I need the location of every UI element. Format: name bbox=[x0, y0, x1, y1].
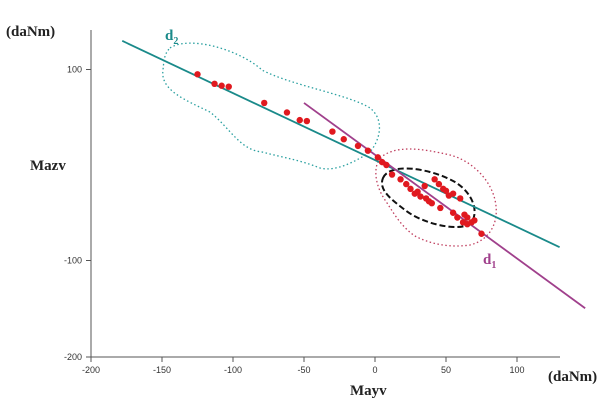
x-tick-label: -150 bbox=[153, 365, 171, 375]
d1-label: d1 bbox=[483, 252, 496, 271]
confidence-regions bbox=[162, 42, 497, 247]
x-unit-label: (daNm) bbox=[548, 369, 597, 385]
x-axis-title: Mayv bbox=[350, 383, 387, 398]
data-point bbox=[303, 117, 311, 125]
region-d1-cluster bbox=[375, 148, 497, 247]
data-point bbox=[454, 214, 461, 221]
data-point bbox=[449, 190, 457, 197]
data-point bbox=[340, 136, 347, 143]
data-point bbox=[218, 82, 225, 89]
line-d2 bbox=[121, 40, 560, 248]
x-tick-label: 50 bbox=[441, 365, 451, 375]
data-point bbox=[414, 188, 421, 195]
x-tick-label: -50 bbox=[297, 365, 310, 375]
axes bbox=[90, 30, 560, 358]
data-point bbox=[437, 204, 444, 212]
y-tick-label: -100 bbox=[64, 256, 82, 266]
x-tick-label: 100 bbox=[509, 365, 524, 375]
data-point bbox=[403, 180, 410, 188]
y-ticks: -200 -100 100 bbox=[64, 65, 91, 362]
x-ticks: -200 -150 -100 -50 0 50 100 bbox=[82, 357, 525, 375]
d1-label-subscript: 1 bbox=[491, 260, 496, 271]
data-point bbox=[364, 147, 372, 154]
data-point bbox=[428, 200, 435, 207]
data-point bbox=[471, 217, 478, 224]
data-point bbox=[397, 176, 404, 183]
data-point bbox=[211, 80, 218, 88]
data-point bbox=[374, 154, 382, 161]
y-axis-title: Mazv bbox=[30, 158, 66, 174]
data-point bbox=[449, 209, 457, 216]
data-point bbox=[283, 109, 291, 116]
x-tick-label: 0 bbox=[372, 365, 377, 375]
data-point bbox=[421, 182, 428, 190]
data-point bbox=[435, 180, 443, 188]
data-point bbox=[417, 193, 424, 200]
x-tick-label: -200 bbox=[82, 365, 100, 375]
y-unit-label: (daNm) bbox=[6, 24, 55, 40]
data-point bbox=[388, 171, 396, 178]
data-point bbox=[225, 83, 232, 90]
data-point bbox=[354, 142, 362, 150]
d2-label-subscript: 2 bbox=[173, 36, 178, 47]
region-d2-cluster bbox=[162, 42, 381, 170]
data-point bbox=[457, 195, 464, 202]
data-point bbox=[329, 128, 336, 135]
data-point bbox=[194, 71, 201, 78]
y-tick-label: 100 bbox=[67, 65, 82, 75]
y-tick-label: -200 bbox=[64, 352, 82, 362]
data-points bbox=[194, 71, 485, 237]
data-point bbox=[383, 161, 390, 169]
data-point bbox=[407, 185, 414, 193]
x-tick-label: -100 bbox=[224, 365, 242, 375]
regression-lines bbox=[121, 40, 586, 309]
data-point bbox=[464, 214, 471, 221]
d2-label: d2 bbox=[165, 28, 178, 47]
data-point bbox=[296, 116, 303, 124]
data-point bbox=[478, 230, 485, 237]
data-point bbox=[261, 99, 268, 107]
line-d1 bbox=[303, 102, 586, 309]
data-point bbox=[442, 187, 450, 194]
data-point bbox=[431, 176, 438, 183]
